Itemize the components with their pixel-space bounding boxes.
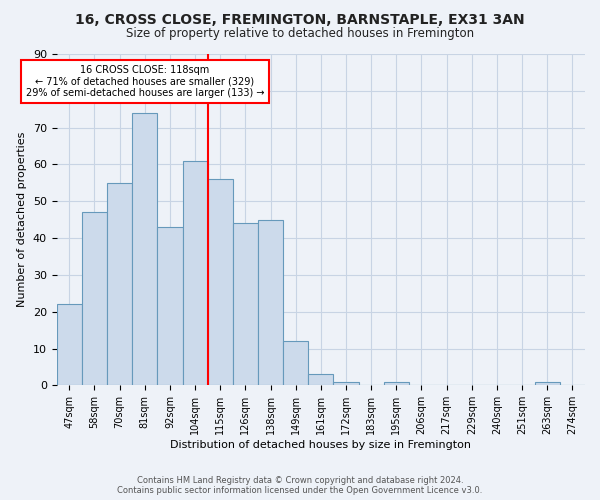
- Text: 16, CROSS CLOSE, FREMINGTON, BARNSTAPLE, EX31 3AN: 16, CROSS CLOSE, FREMINGTON, BARNSTAPLE,…: [75, 12, 525, 26]
- Bar: [82, 212, 107, 386]
- Bar: [334, 382, 359, 386]
- Text: Size of property relative to detached houses in Fremington: Size of property relative to detached ho…: [126, 28, 474, 40]
- Bar: [283, 341, 308, 386]
- Bar: [157, 227, 182, 386]
- Bar: [182, 161, 208, 386]
- Bar: [132, 113, 157, 386]
- Bar: [57, 304, 82, 386]
- Bar: [107, 183, 132, 386]
- Bar: [308, 374, 334, 386]
- X-axis label: Distribution of detached houses by size in Fremington: Distribution of detached houses by size …: [170, 440, 472, 450]
- Bar: [258, 220, 283, 386]
- Bar: [384, 382, 409, 386]
- Y-axis label: Number of detached properties: Number of detached properties: [17, 132, 28, 308]
- Text: 16 CROSS CLOSE: 118sqm
← 71% of detached houses are smaller (329)
29% of semi-de: 16 CROSS CLOSE: 118sqm ← 71% of detached…: [26, 65, 264, 98]
- Bar: [208, 179, 233, 386]
- Bar: [233, 224, 258, 386]
- Bar: [535, 382, 560, 386]
- Text: Contains HM Land Registry data © Crown copyright and database right 2024.
Contai: Contains HM Land Registry data © Crown c…: [118, 476, 482, 495]
